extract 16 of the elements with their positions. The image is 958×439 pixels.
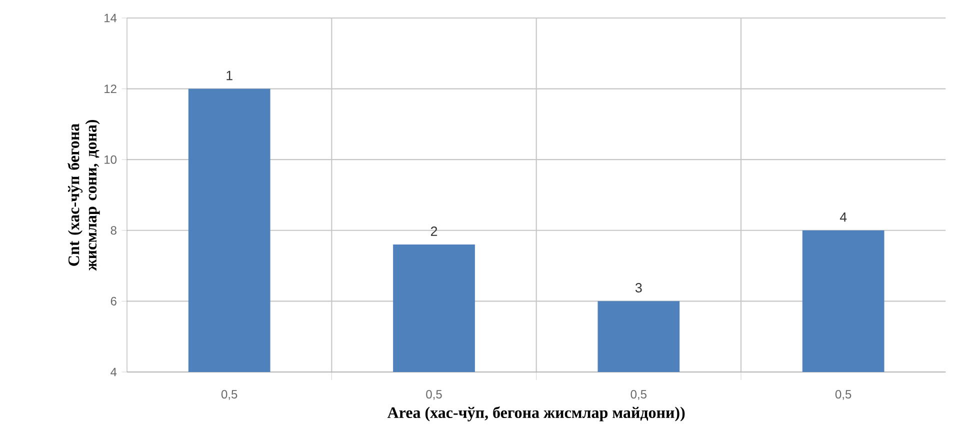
annotation: 1: [226, 70, 232, 80]
y-tick-label: 10: [104, 155, 116, 164]
y-axis-title: Cnt (хас-чўп бегона жисмлар сони, дона): [68, 120, 100, 271]
y-tick-label: 14: [104, 14, 117, 22]
annotation: 4: [840, 212, 847, 222]
annotation: 3: [635, 283, 642, 292]
y-tick-label: 8: [110, 226, 116, 235]
y-tick-label: 12: [104, 84, 116, 93]
annotation: 2: [430, 226, 438, 236]
x-tick-label: 0,5: [221, 390, 238, 400]
y-tick-label: 4: [110, 368, 117, 376]
x-tick-label: 0,5: [835, 390, 852, 400]
x-tick-label: 0,5: [630, 390, 646, 400]
y-tick-label: 6: [110, 296, 116, 306]
x-axis-title: Area (хас-чўп, бегона жисмлар майдони)): [387, 406, 685, 422]
x-tick-label: 0,5: [426, 390, 442, 400]
